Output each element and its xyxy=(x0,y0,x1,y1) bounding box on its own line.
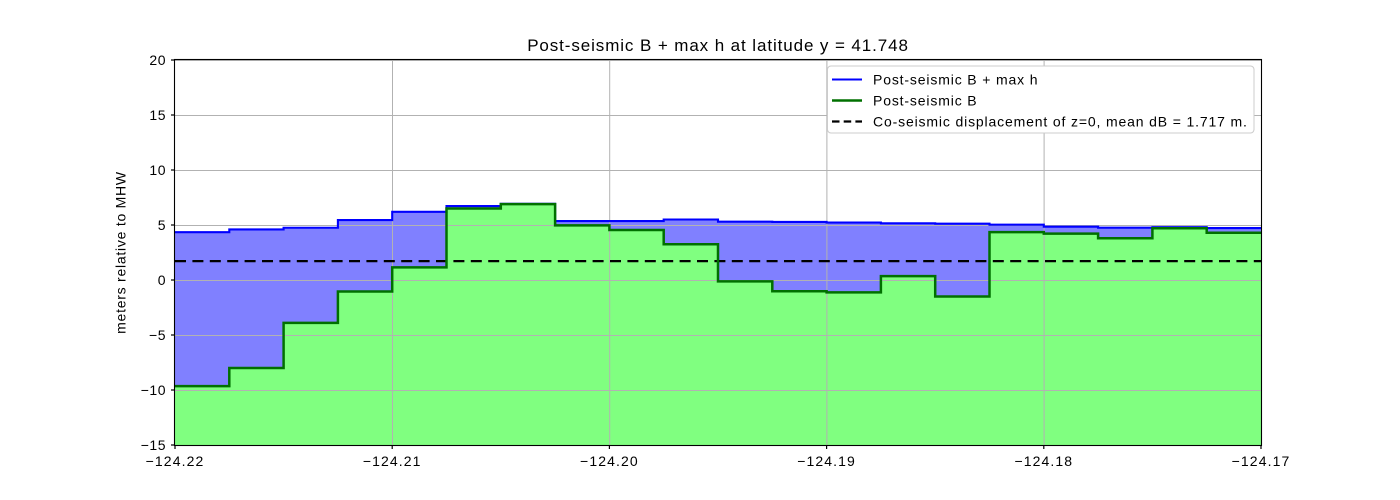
svg-text:5: 5 xyxy=(158,217,166,233)
svg-text:meters relative to MHW: meters relative to MHW xyxy=(113,171,129,334)
svg-text:Post-seismic B + max h: Post-seismic B + max h xyxy=(873,72,1038,88)
svg-text:Co-seismic displacement of z=0: Co-seismic displacement of z=0, mean dB … xyxy=(873,114,1248,130)
svg-text:−5: −5 xyxy=(149,327,166,343)
svg-text:20: 20 xyxy=(149,52,166,68)
svg-text:−124.18: −124.18 xyxy=(1014,453,1073,469)
svg-text:−15: −15 xyxy=(141,437,166,453)
svg-text:Post-seismic B: Post-seismic B xyxy=(873,93,977,109)
svg-text:Post-seismic B + max h at lati: Post-seismic B + max h at latitude y = 4… xyxy=(527,36,909,55)
svg-text:10: 10 xyxy=(149,162,166,178)
svg-text:−10: −10 xyxy=(141,382,166,398)
svg-text:−124.19: −124.19 xyxy=(797,453,856,469)
svg-text:0: 0 xyxy=(158,272,166,288)
svg-text:−124.20: −124.20 xyxy=(580,453,639,469)
svg-text:−124.17: −124.17 xyxy=(1232,453,1291,469)
svg-text:−124.22: −124.22 xyxy=(146,453,205,469)
svg-text:−124.21: −124.21 xyxy=(363,453,422,469)
svg-text:15: 15 xyxy=(149,107,166,123)
